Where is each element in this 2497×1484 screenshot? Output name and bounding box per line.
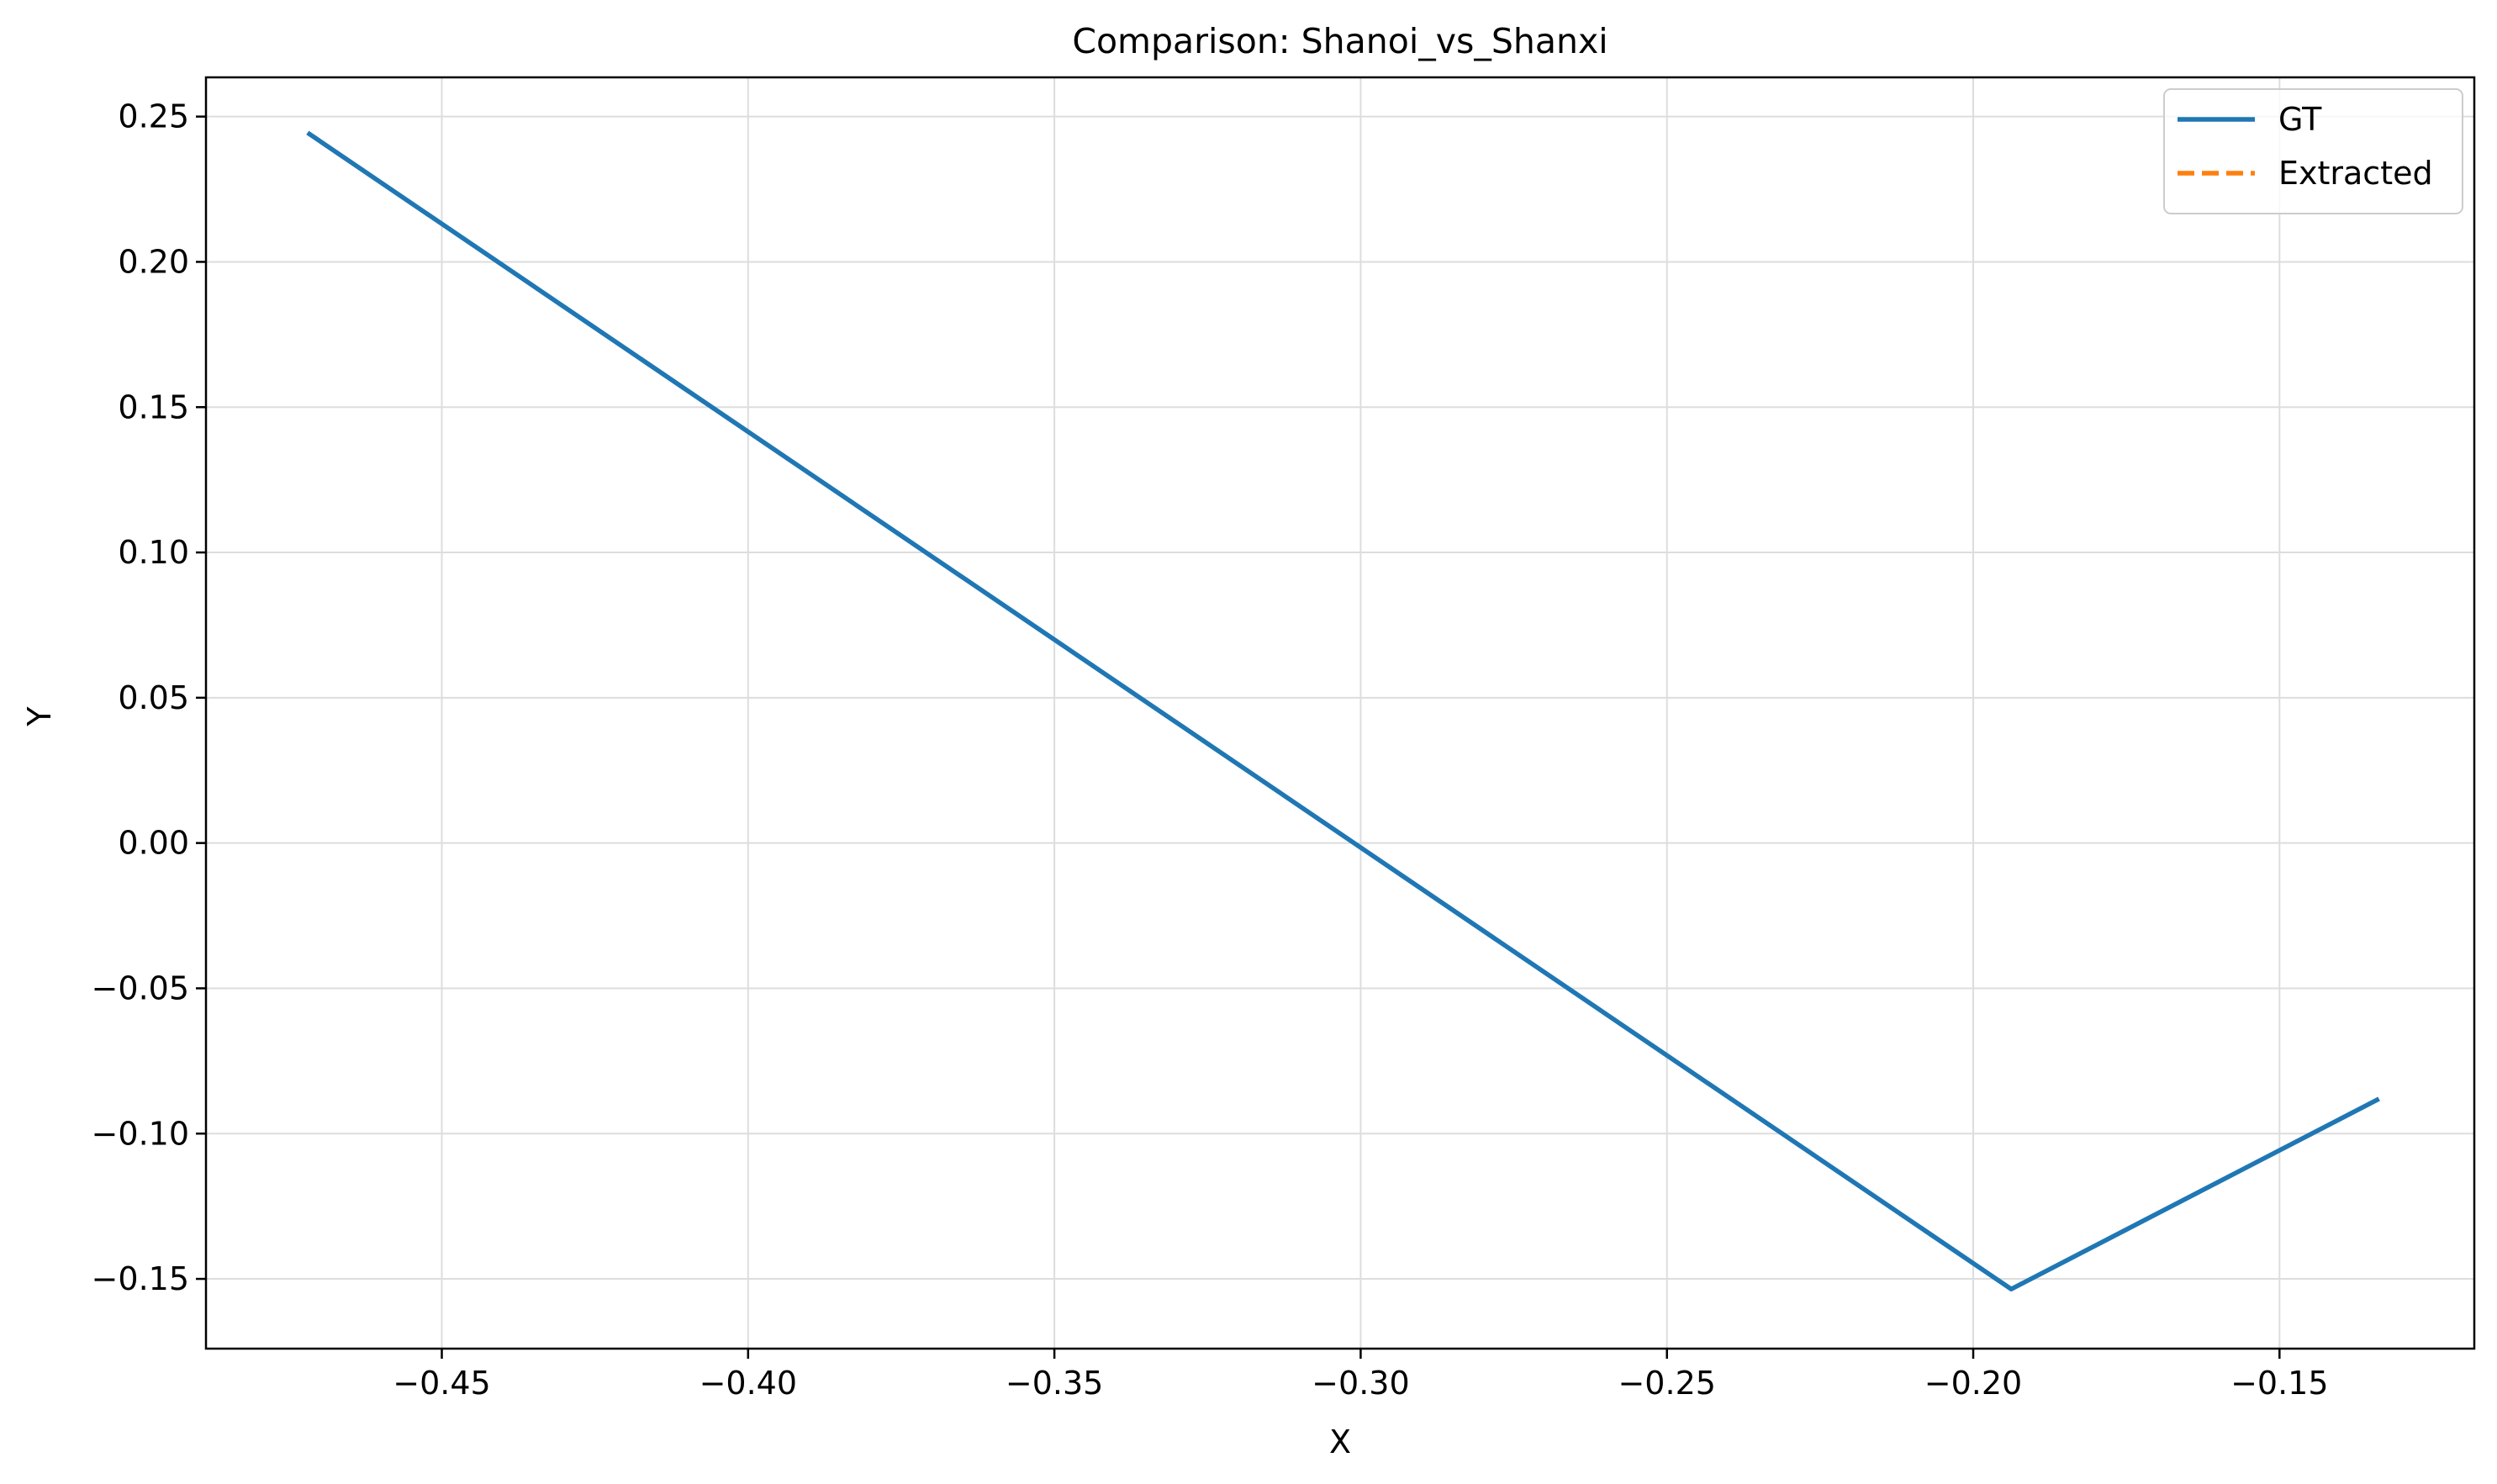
y-tick-label: −0.15 xyxy=(92,1260,189,1297)
axis-ticks: −0.45 −0.40 −0.35 −0.30 −0.25 −0.20 −0.15 0.25 0… xyxy=(92,98,2329,1402)
legend-label-extracted: Extracted xyxy=(2278,155,2433,192)
x-tick-label: −0.15 xyxy=(2230,1365,2328,1402)
x-tick-label: −0.25 xyxy=(1618,1365,1715,1402)
y-tick-label: 0.15 xyxy=(118,388,189,425)
y-tick-label: 0.25 xyxy=(118,98,189,135)
y-tick-label: −0.05 xyxy=(92,969,189,1006)
y-tick-label: 0.20 xyxy=(118,243,189,280)
x-tick-label: −0.45 xyxy=(393,1365,490,1402)
legend-label-gt: GT xyxy=(2278,101,2322,138)
x-tick-label: −0.30 xyxy=(1312,1365,1409,1402)
y-tick-label: 0.05 xyxy=(118,679,189,716)
grid-lines xyxy=(206,77,2474,1349)
series-layer xyxy=(306,130,2380,1291)
y-tick-label: 0.00 xyxy=(118,825,189,862)
y-tick-label: 0.10 xyxy=(118,534,189,571)
series-line-gt xyxy=(306,130,2380,1291)
legend: GT Extracted xyxy=(2163,88,2463,214)
x-tick-label: −0.40 xyxy=(699,1365,797,1402)
chart-title: Comparison: Shanoi_vs_Shanxi xyxy=(1072,21,1607,61)
y-tick-label: −0.10 xyxy=(92,1115,189,1152)
x-tick-label: −0.35 xyxy=(1006,1365,1103,1402)
plot-frame xyxy=(204,76,2476,1350)
y-axis-label: Y xyxy=(21,706,58,727)
x-axis-label: X xyxy=(1329,1423,1351,1460)
x-tick-label: −0.20 xyxy=(1924,1365,2022,1402)
